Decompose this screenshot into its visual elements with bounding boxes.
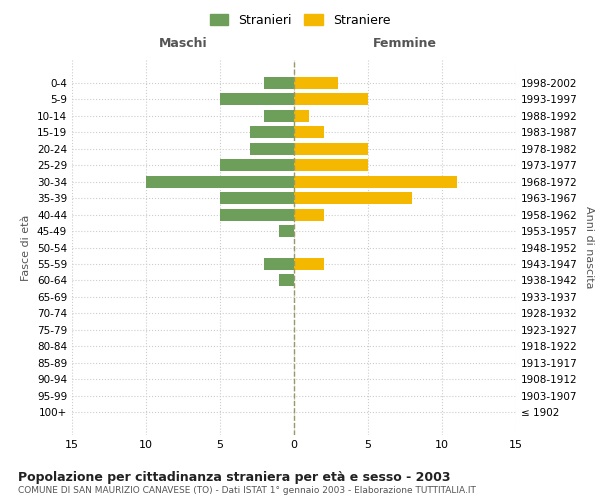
Y-axis label: Anni di nascita: Anni di nascita (584, 206, 594, 289)
Bar (250, 143, 294, 154)
Bar (146, 176, 294, 188)
Legend: Stranieri, Straniere: Stranieri, Straniere (205, 8, 395, 32)
Bar (294, 176, 457, 188)
Bar (294, 208, 323, 220)
Text: Maschi: Maschi (158, 37, 208, 50)
Bar (265, 258, 294, 270)
Bar (220, 94, 294, 106)
Bar (294, 94, 368, 106)
Text: Femmine: Femmine (373, 37, 437, 50)
Text: COMUNE DI SAN MAURIZIO CANAVESE (TO) - Dati ISTAT 1° gennaio 2003 - Elaborazione: COMUNE DI SAN MAURIZIO CANAVESE (TO) - D… (18, 486, 476, 495)
Bar (294, 143, 368, 154)
Bar (220, 208, 294, 220)
Bar (220, 160, 294, 171)
Bar (279, 274, 294, 286)
Bar (294, 77, 338, 89)
Bar (294, 160, 368, 171)
Bar (294, 126, 323, 138)
Bar (294, 258, 323, 270)
Bar (294, 192, 412, 204)
Bar (250, 126, 294, 138)
Text: Popolazione per cittadinanza straniera per età e sesso - 2003: Popolazione per cittadinanza straniera p… (18, 471, 451, 484)
Bar (294, 110, 309, 122)
Y-axis label: Fasce di età: Fasce di età (22, 214, 31, 280)
Bar (220, 192, 294, 204)
Bar (279, 225, 294, 237)
Bar (265, 110, 294, 122)
Bar (265, 77, 294, 89)
